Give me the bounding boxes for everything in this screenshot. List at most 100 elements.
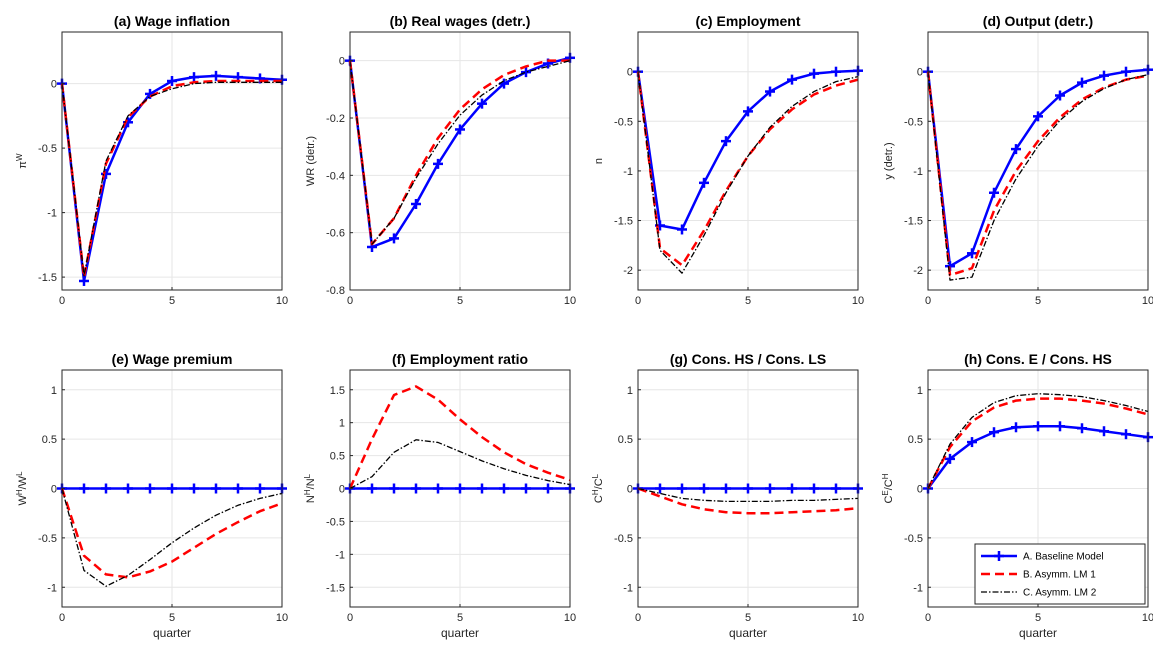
x-tick-label: 5 (745, 612, 751, 624)
series-line-3 (637, 487, 859, 502)
panel-title: (b) Real wages (detr.) (390, 13, 531, 29)
data-point-marker (123, 483, 133, 494)
x-tick-label: 0 (635, 295, 641, 307)
data-point-marker (655, 483, 665, 494)
panel-title: (e) Wage premium (112, 351, 233, 367)
panel-7: 0 5 10 -1 -0.5 0 0.5 1 (g) Cons. HS / Cons. LS qu… (591, 351, 865, 640)
y-tick-label: -1.5 (326, 582, 345, 594)
data-point-marker (1099, 70, 1109, 81)
y-axis-label: y (detr.) (883, 142, 895, 179)
y-tick-label: -1 (47, 582, 57, 594)
data-point-marker (787, 74, 797, 85)
panel-6: 0 5 10 -1.5 -1 -0.5 0 0.5 1 1.5 (f) Employment rat… (303, 351, 577, 640)
data-point-marker (945, 453, 955, 464)
y-axis-label: WR (detr.) (305, 136, 317, 186)
y-tick-label: -2 (913, 265, 923, 277)
data-point-marker (721, 136, 731, 147)
x-tick-label: 10 (1142, 295, 1153, 307)
panel-1: 0 5 10 -1.5 -1 -0.5 0 (a) Wage inflation πW (15, 13, 289, 307)
panel-title: (f) Employment ratio (392, 351, 528, 367)
data-point-marker (1055, 90, 1065, 101)
y-axis-label: NH/NL (303, 473, 318, 503)
y-tick-label: 0 (339, 56, 345, 68)
panel-title: (g) Cons. HS / Cons. LS (670, 351, 826, 367)
y-tick-label: -1 (623, 166, 633, 178)
y-tick-label: -1.5 (904, 216, 923, 228)
x-tick-label: 10 (852, 295, 864, 307)
data-point-marker (233, 483, 243, 494)
data-point-marker (989, 187, 999, 198)
y-tick-label: -0.8 (326, 285, 345, 297)
y-tick-label: 0.5 (908, 434, 923, 446)
data-point-marker (1121, 66, 1131, 77)
data-point-marker (787, 483, 797, 494)
data-point-marker (1011, 144, 1021, 155)
x-tick-label: 0 (347, 295, 353, 307)
data-point-marker (167, 483, 177, 494)
data-point-marker (211, 70, 221, 81)
data-point-marker (743, 106, 753, 117)
y-tick-label: -0.5 (38, 143, 57, 155)
panel-3: 0 5 10 -2 -1.5 -1 -0.5 0 (c) Employment n (593, 13, 864, 307)
x-tick-label: 5 (1035, 612, 1041, 624)
x-axis-label: quarter (1019, 626, 1057, 640)
data-point-marker (699, 177, 709, 188)
x-tick-label: 10 (852, 612, 864, 624)
series-line-2 (348, 385, 571, 490)
y-tick-label: -0.4 (326, 170, 345, 182)
x-tick-label: 10 (1142, 612, 1153, 624)
y-tick-label: 0.5 (42, 434, 57, 446)
data-point-marker (521, 67, 531, 78)
x-tick-label: 10 (276, 612, 288, 624)
x-tick-label: 0 (925, 612, 931, 624)
legend-label-1: A. Baseline Model (1023, 552, 1104, 563)
data-point-marker (721, 483, 731, 494)
y-tick-label: -0.5 (904, 116, 923, 128)
data-point-marker (455, 124, 465, 135)
series-line-2 (636, 71, 859, 267)
data-point-marker (831, 66, 841, 77)
data-point-marker (367, 483, 377, 494)
data-point-marker (1099, 426, 1109, 437)
data-point-marker (831, 483, 841, 494)
data-point-marker (967, 248, 977, 259)
y-tick-label: 1 (627, 385, 633, 397)
y-tick-label: -1 (335, 549, 345, 561)
data-point-marker (677, 224, 687, 235)
data-point-marker (1055, 421, 1065, 432)
y-tick-label: 0 (627, 67, 633, 79)
panel-2: 0 5 10 -0.8 -0.6 -0.4 -0.2 0 (b) Real wages (det… (305, 13, 576, 307)
data-point-marker (677, 483, 687, 494)
x-tick-label: 0 (925, 295, 931, 307)
y-axis-label: CE/CH (881, 473, 896, 503)
y-tick-label: 0 (51, 79, 57, 91)
x-tick-label: 5 (457, 612, 463, 624)
panel-title: (d) Output (detr.) (983, 13, 1093, 29)
data-point-marker (411, 199, 421, 209)
data-point-marker (743, 483, 753, 494)
data-point-marker (809, 68, 819, 79)
data-point-marker (809, 483, 819, 494)
data-point-marker (211, 483, 221, 494)
data-point-marker (389, 233, 399, 244)
data-point-marker (189, 483, 199, 494)
x-axis-label: quarter (153, 626, 191, 640)
y-tick-label: 0 (917, 484, 923, 496)
data-point-marker (255, 483, 265, 494)
y-axis-label: πW (15, 153, 30, 169)
data-point-marker (101, 483, 111, 494)
y-tick-label: 1 (339, 418, 345, 430)
y-tick-label: 0 (917, 67, 923, 79)
data-point-marker (1077, 423, 1087, 434)
y-tick-label: 0 (51, 484, 57, 496)
y-tick-label: -0.5 (614, 533, 633, 545)
y-tick-label: 0.5 (330, 451, 345, 463)
data-point-marker (1077, 77, 1087, 88)
data-point-marker (699, 483, 709, 494)
data-point-marker (411, 483, 421, 494)
y-tick-label: 0 (339, 484, 345, 496)
data-point-marker (389, 483, 399, 494)
series-line-3 (61, 81, 282, 277)
x-tick-label: 0 (59, 295, 65, 307)
data-point-marker (477, 98, 487, 109)
